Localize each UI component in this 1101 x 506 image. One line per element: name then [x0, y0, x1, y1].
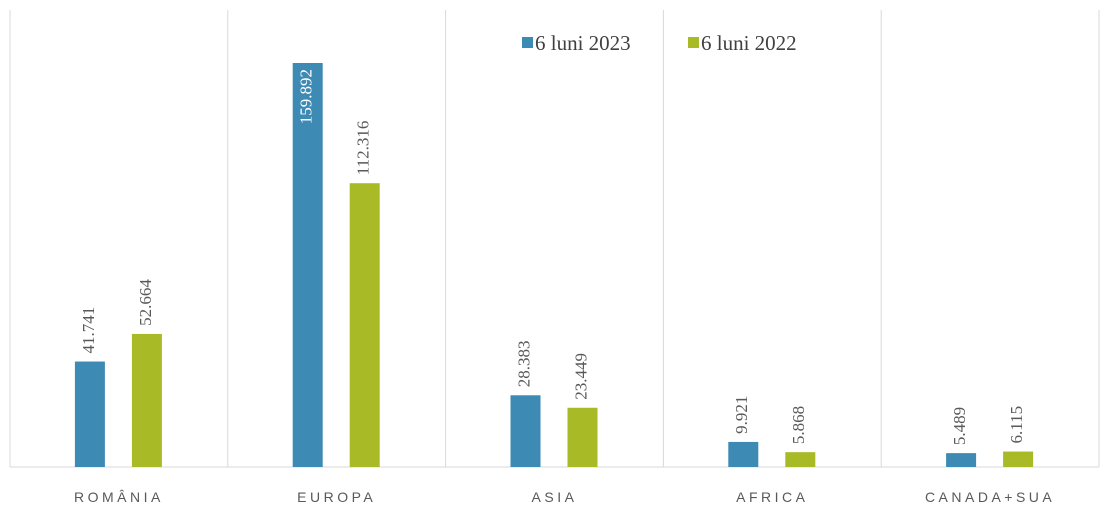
data-label: 52.664	[136, 279, 155, 326]
legend-label: 6 luni 2022	[701, 31, 797, 55]
bar	[728, 441, 759, 467]
x-tick-label: CANADA+SUA	[925, 489, 1055, 505]
data-label: 23.449	[571, 353, 590, 400]
bar	[946, 453, 977, 467]
data-label: 5.868	[789, 406, 808, 444]
legend-swatch	[522, 37, 533, 48]
x-tick-label: ROMÂNIA	[74, 489, 164, 505]
x-tick-label: AFRICA	[736, 489, 808, 505]
data-label: 5.489	[950, 407, 969, 445]
legend-label: 6 luni 2023	[535, 31, 631, 55]
data-label: 159.892	[297, 69, 316, 124]
bar	[74, 361, 105, 467]
bar	[785, 452, 816, 467]
bar	[510, 395, 541, 467]
bar	[349, 183, 380, 467]
x-tick-label: EUROPA	[297, 489, 376, 505]
bar	[1003, 451, 1034, 467]
data-label: 41.741	[79, 307, 98, 354]
bar	[567, 407, 598, 467]
bar	[131, 333, 162, 467]
bar	[292, 63, 323, 467]
data-label: 28.383	[514, 341, 533, 388]
data-label: 9.921	[732, 396, 751, 434]
x-tick-label: ASIA	[532, 489, 578, 505]
data-label: 6.115	[1007, 406, 1026, 444]
data-label: 112.316	[354, 121, 373, 176]
legend-swatch	[688, 37, 699, 48]
